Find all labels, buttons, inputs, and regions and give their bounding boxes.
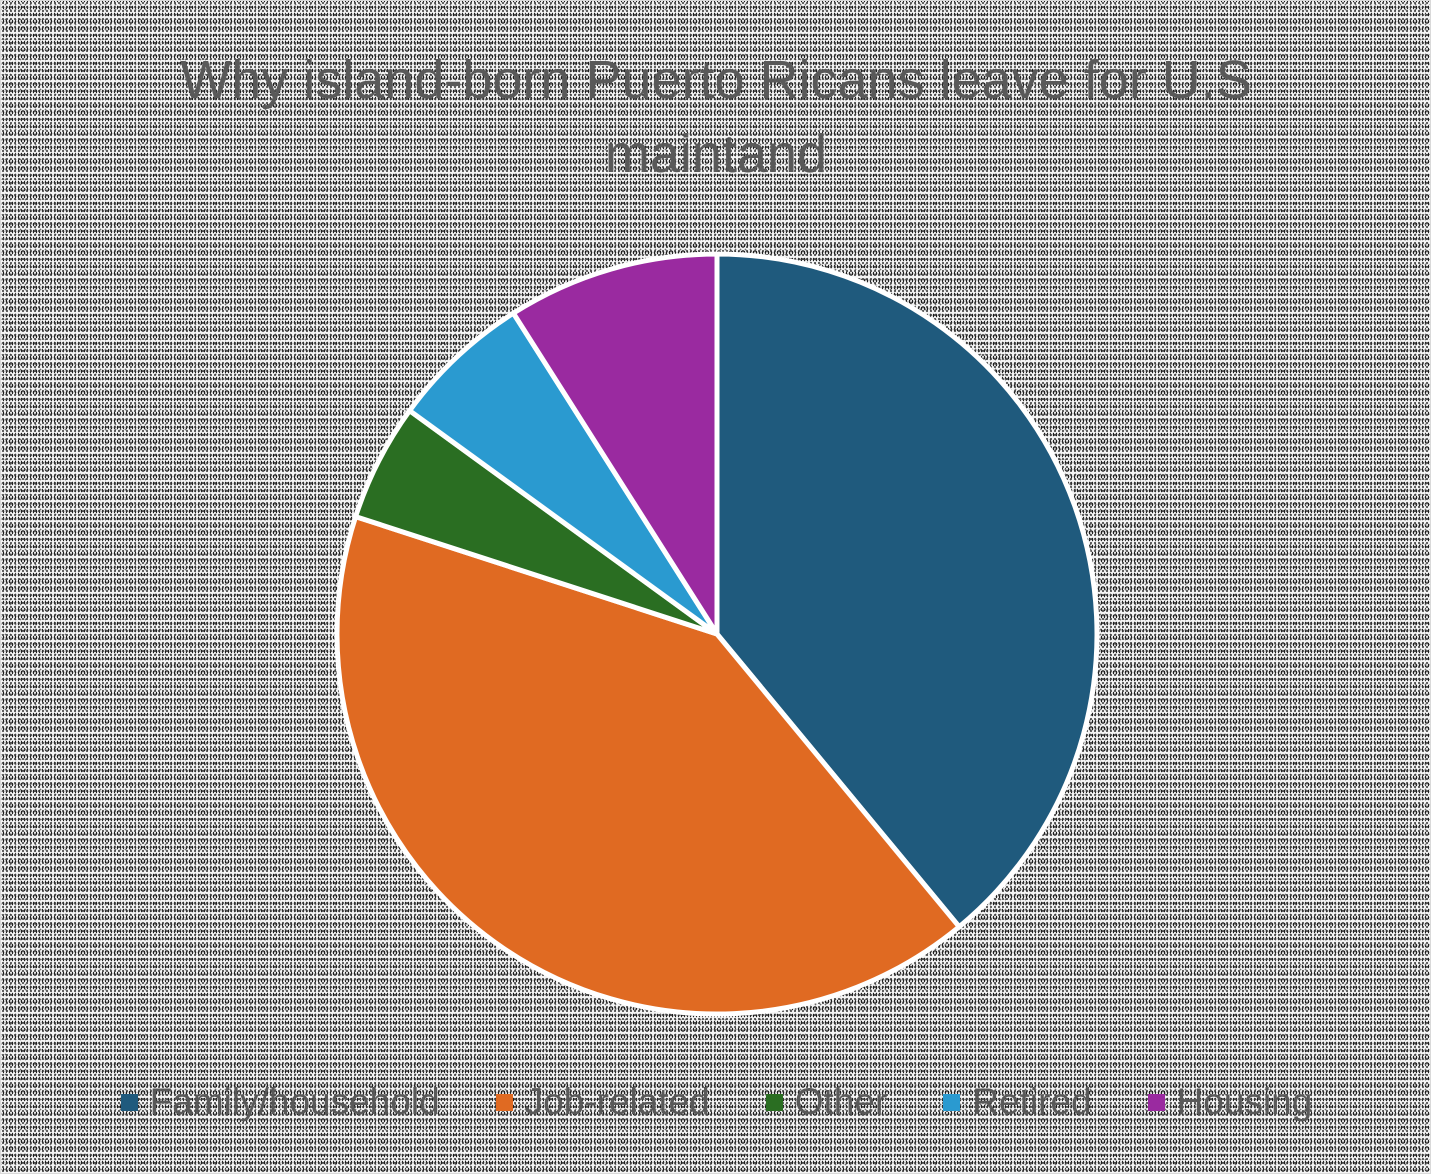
legend-item-family-household: Family/household [120, 1081, 440, 1123]
pie-slice-retired [407, 310, 720, 637]
legend-label-family-household: Family/household [149, 1081, 440, 1122]
legend-label-housing: Housing [1176, 1081, 1313, 1122]
chart-legend: Family/household Job-related Other Retired H… [1, 1081, 1431, 1123]
legend-item-other: Other [765, 1081, 888, 1123]
legend-item-retired: Retired [943, 1081, 1092, 1123]
legend-label-other: Other [794, 1081, 888, 1122]
pie-slice-family-household [714, 251, 1100, 930]
legend-label-job-related: Job-related [524, 1081, 710, 1122]
legend-swatch-retired [943, 1093, 961, 1111]
legend-item-job-related: Job-related [495, 1081, 710, 1123]
chart-title: Why island-born Puerto Ricans leave for … [180, 50, 1252, 184]
legend-swatch-family-household [120, 1093, 138, 1111]
legend-swatch-other [765, 1093, 783, 1111]
legend-swatch-housing [1147, 1093, 1165, 1111]
legend-label-retired: Retired [972, 1081, 1092, 1122]
pie-slice-job-related [334, 514, 962, 1017]
legend-item-housing: Housing [1147, 1081, 1313, 1123]
legend-swatch-job-related [495, 1093, 513, 1111]
pie-slice-housing [510, 251, 720, 637]
